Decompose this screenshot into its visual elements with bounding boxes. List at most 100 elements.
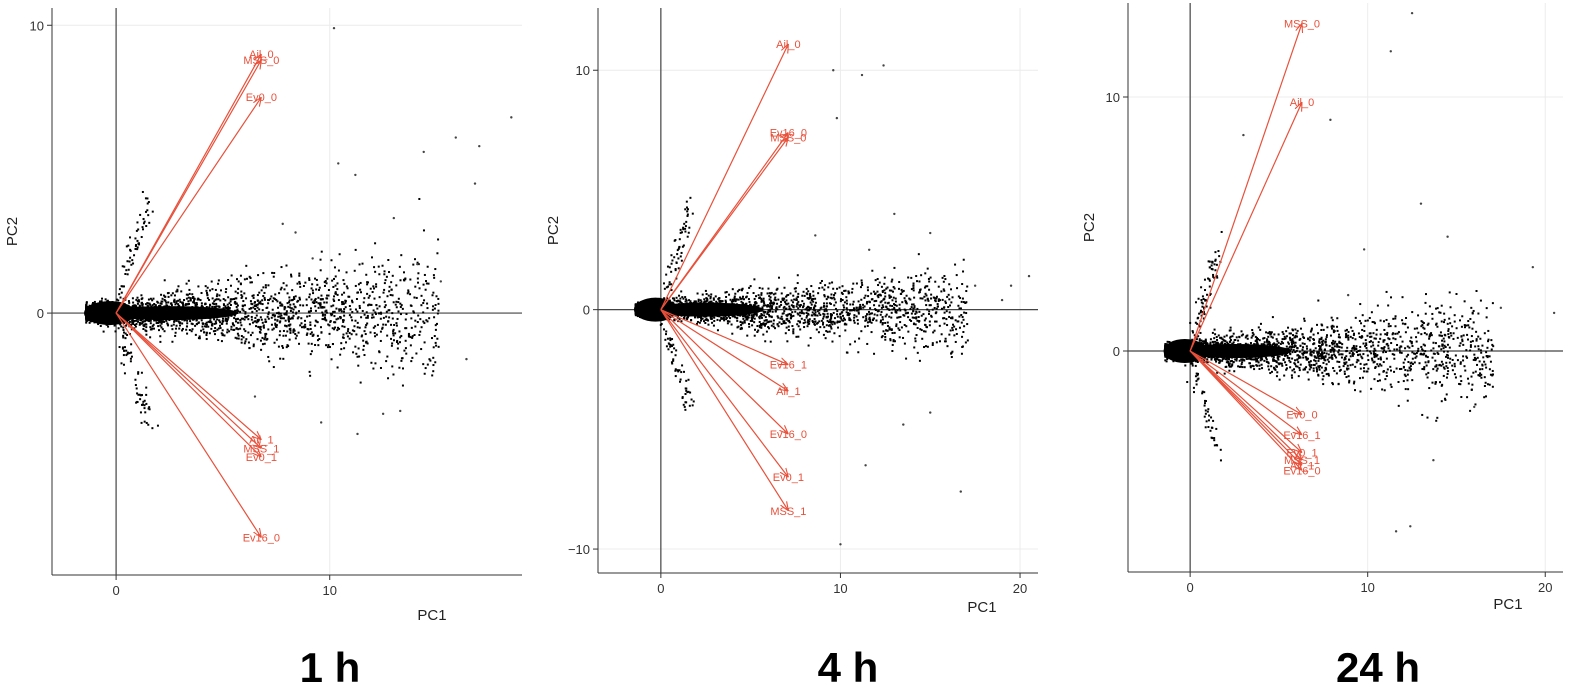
data-point bbox=[418, 333, 421, 336]
data-point bbox=[252, 296, 255, 299]
data-point bbox=[269, 297, 272, 300]
data-point bbox=[935, 320, 938, 323]
data-point bbox=[850, 309, 853, 312]
data-point bbox=[938, 340, 941, 343]
data-point bbox=[785, 303, 788, 306]
data-point bbox=[218, 305, 221, 308]
data-point bbox=[837, 326, 840, 329]
data-point bbox=[703, 320, 706, 323]
data-point bbox=[962, 301, 965, 304]
data-point bbox=[317, 302, 320, 305]
data-point bbox=[893, 331, 896, 334]
data-point bbox=[221, 329, 224, 332]
data-point bbox=[423, 372, 426, 375]
data-point bbox=[304, 281, 307, 284]
data-point bbox=[286, 302, 289, 305]
data-point bbox=[236, 304, 239, 307]
data-point bbox=[283, 306, 286, 309]
data-point bbox=[875, 319, 878, 322]
data-point bbox=[746, 315, 749, 318]
data-point bbox=[194, 324, 197, 327]
data-point bbox=[210, 327, 213, 330]
data-point bbox=[323, 281, 326, 284]
data-point bbox=[925, 304, 928, 307]
data-point bbox=[176, 290, 179, 293]
data-point bbox=[224, 318, 227, 321]
data-point bbox=[752, 313, 755, 316]
data-point bbox=[265, 338, 268, 341]
data-point bbox=[417, 263, 420, 266]
data-point bbox=[882, 306, 885, 309]
data-point bbox=[267, 317, 270, 320]
data-point bbox=[872, 290, 875, 293]
data-point bbox=[146, 209, 149, 212]
data-point bbox=[823, 326, 826, 329]
data-point bbox=[814, 305, 817, 308]
data-point bbox=[214, 320, 217, 323]
data-point bbox=[159, 302, 162, 305]
data-point bbox=[296, 317, 299, 320]
data-point bbox=[298, 282, 301, 285]
y-tick-label: −10 bbox=[568, 542, 590, 557]
data-point bbox=[295, 334, 298, 337]
data-point bbox=[258, 302, 261, 305]
data-point bbox=[895, 323, 898, 326]
data-point bbox=[845, 323, 848, 326]
data-point bbox=[282, 357, 285, 360]
data-point bbox=[341, 336, 344, 339]
data-point bbox=[235, 305, 238, 308]
data-point bbox=[205, 325, 208, 328]
data-point bbox=[204, 285, 207, 288]
data-point bbox=[249, 281, 252, 284]
data-point bbox=[762, 333, 765, 336]
data-point bbox=[291, 317, 294, 320]
data-point bbox=[433, 335, 436, 338]
data-point bbox=[162, 294, 165, 297]
data-point bbox=[351, 329, 354, 332]
data-point bbox=[382, 316, 385, 319]
data-point bbox=[725, 318, 728, 321]
data-point bbox=[254, 320, 257, 323]
data-point bbox=[197, 321, 200, 324]
data-point bbox=[141, 190, 144, 193]
data-point bbox=[395, 284, 398, 287]
data-point bbox=[792, 314, 795, 317]
data-point bbox=[809, 301, 812, 304]
data-point bbox=[372, 326, 375, 329]
data-point bbox=[235, 297, 238, 300]
data-point bbox=[375, 283, 378, 286]
data-point bbox=[732, 300, 735, 303]
data-point bbox=[279, 301, 282, 304]
data-point bbox=[230, 328, 233, 331]
data-point bbox=[310, 309, 313, 312]
data-point bbox=[222, 303, 225, 306]
data-point bbox=[405, 352, 408, 355]
panel-caption: 1 h bbox=[300, 644, 361, 691]
data-point bbox=[325, 282, 328, 285]
data-point bbox=[869, 307, 872, 310]
data-point bbox=[384, 304, 387, 307]
data-point bbox=[760, 313, 763, 316]
data-point bbox=[420, 294, 423, 297]
data-point bbox=[264, 286, 267, 289]
data-point bbox=[763, 314, 766, 317]
data-point bbox=[273, 315, 276, 318]
data-point bbox=[319, 304, 322, 307]
data-point bbox=[848, 317, 851, 320]
data-point bbox=[731, 288, 734, 291]
data-point bbox=[85, 303, 88, 306]
data-point bbox=[178, 298, 181, 301]
data-point bbox=[348, 331, 351, 334]
data-point bbox=[907, 276, 910, 279]
data-point bbox=[186, 322, 189, 325]
data-point bbox=[188, 292, 191, 295]
data-point bbox=[317, 344, 320, 347]
data-point bbox=[122, 334, 125, 337]
data-point bbox=[316, 321, 319, 324]
data-point bbox=[893, 306, 896, 309]
data-point bbox=[318, 286, 321, 289]
data-point bbox=[93, 300, 96, 303]
data-point bbox=[229, 298, 232, 301]
data-point bbox=[308, 277, 311, 280]
data-point bbox=[398, 330, 401, 333]
